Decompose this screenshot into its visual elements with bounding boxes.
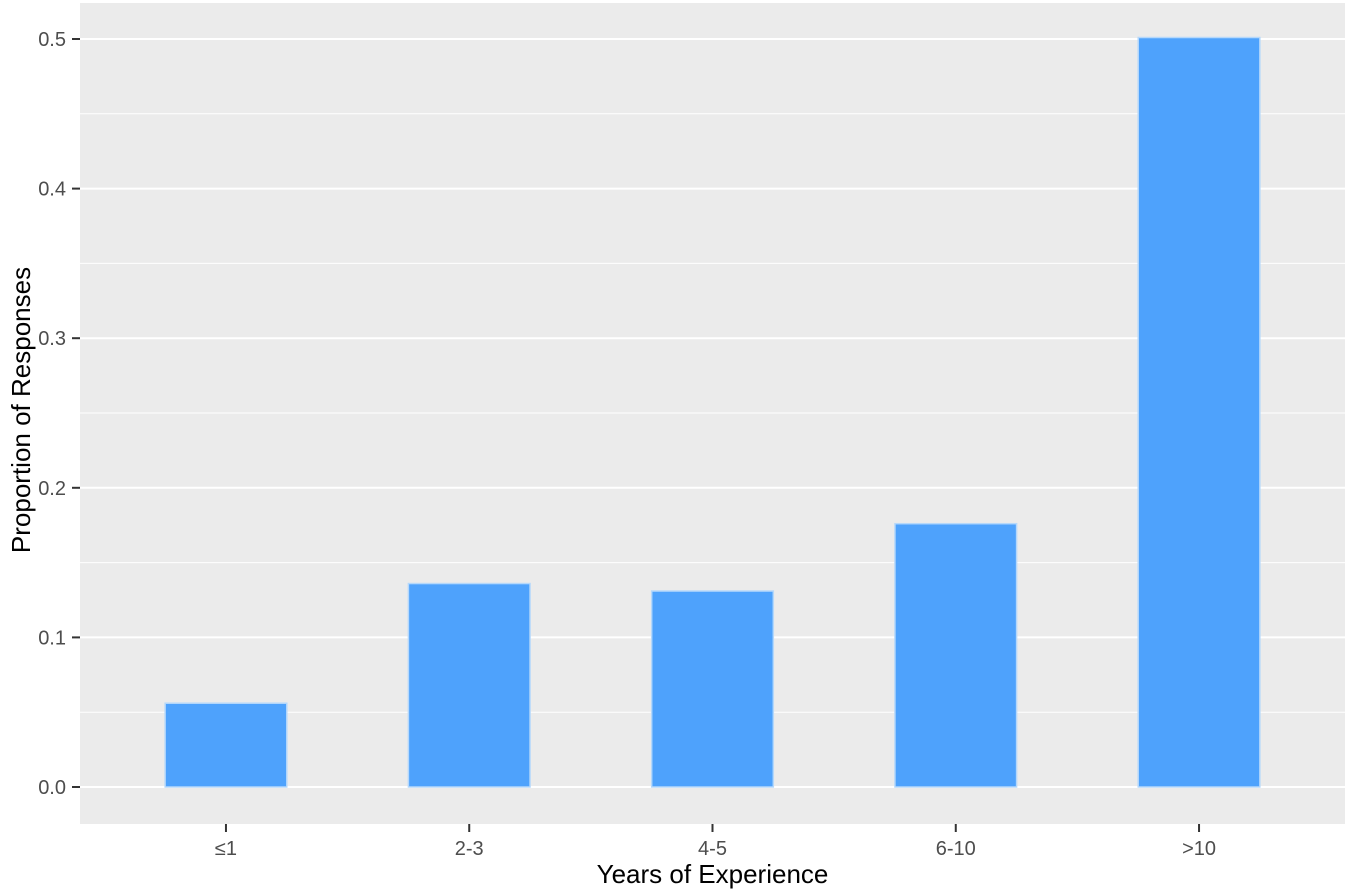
y-tick-label: 0.5 [38, 29, 66, 51]
x-tick-label: >10 [1182, 838, 1216, 860]
x-axis-title: Years of Experience [596, 859, 829, 889]
y-tick-label: 0.0 [38, 777, 66, 799]
y-axis-title: Proportion of Responses [6, 266, 36, 554]
x-tick-label: 6-10 [936, 838, 976, 860]
x-tick-label: 4-5 [698, 838, 727, 860]
bar-≤1 [164, 702, 288, 788]
bar->10 [1137, 36, 1261, 788]
y-tick-label: 0.1 [38, 627, 66, 649]
x-tick-label: ≤1 [215, 838, 237, 860]
y-tick-label: 0.4 [38, 179, 66, 201]
bar-4-5 [650, 590, 775, 788]
x-tick-label: 2-3 [455, 838, 484, 860]
y-tick-label: 0.3 [38, 328, 66, 350]
y-tick-label: 0.2 [38, 478, 66, 500]
bar-2-3 [407, 582, 531, 788]
bar-6-10 [894, 522, 1018, 788]
